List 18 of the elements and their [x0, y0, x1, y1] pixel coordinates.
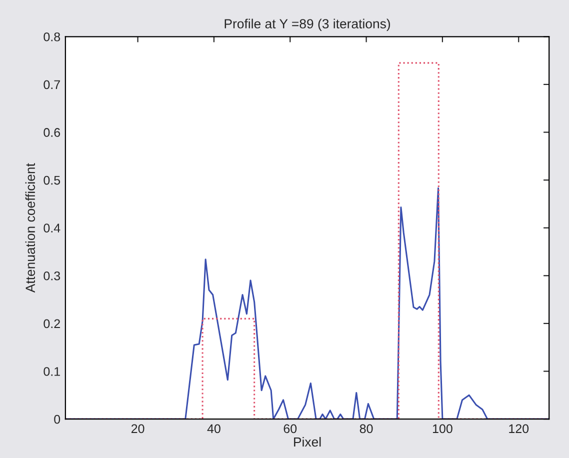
- x-tick-label: 20: [131, 424, 144, 434]
- y-tick-label: 0.2: [44, 319, 60, 328]
- x-tick-label: 100: [432, 424, 452, 434]
- x-tick-label: 80: [360, 424, 373, 434]
- y-tick-label: 0.6: [44, 128, 60, 137]
- y-tick-label: 0.3: [44, 271, 60, 280]
- y-axis-title: Attenuation coefficient: [25, 163, 36, 293]
- y-tick-label: 0.1: [44, 367, 60, 376]
- y-tick-label: 0: [54, 414, 60, 424]
- chart-title: Profile at Y =89 (3 iterations): [224, 18, 390, 32]
- y-tick-label: 0.8: [44, 32, 60, 42]
- x-tick-label: 40: [207, 424, 220, 434]
- y-tick-label: 0.7: [44, 80, 60, 90]
- x-axis-title: Pixel: [294, 436, 321, 447]
- x-tick-label: 60: [284, 424, 297, 434]
- y-tick-label: 0.5: [44, 176, 60, 185]
- x-tick-label: 120: [509, 424, 529, 434]
- y-tick-label: 0.4: [44, 224, 60, 233]
